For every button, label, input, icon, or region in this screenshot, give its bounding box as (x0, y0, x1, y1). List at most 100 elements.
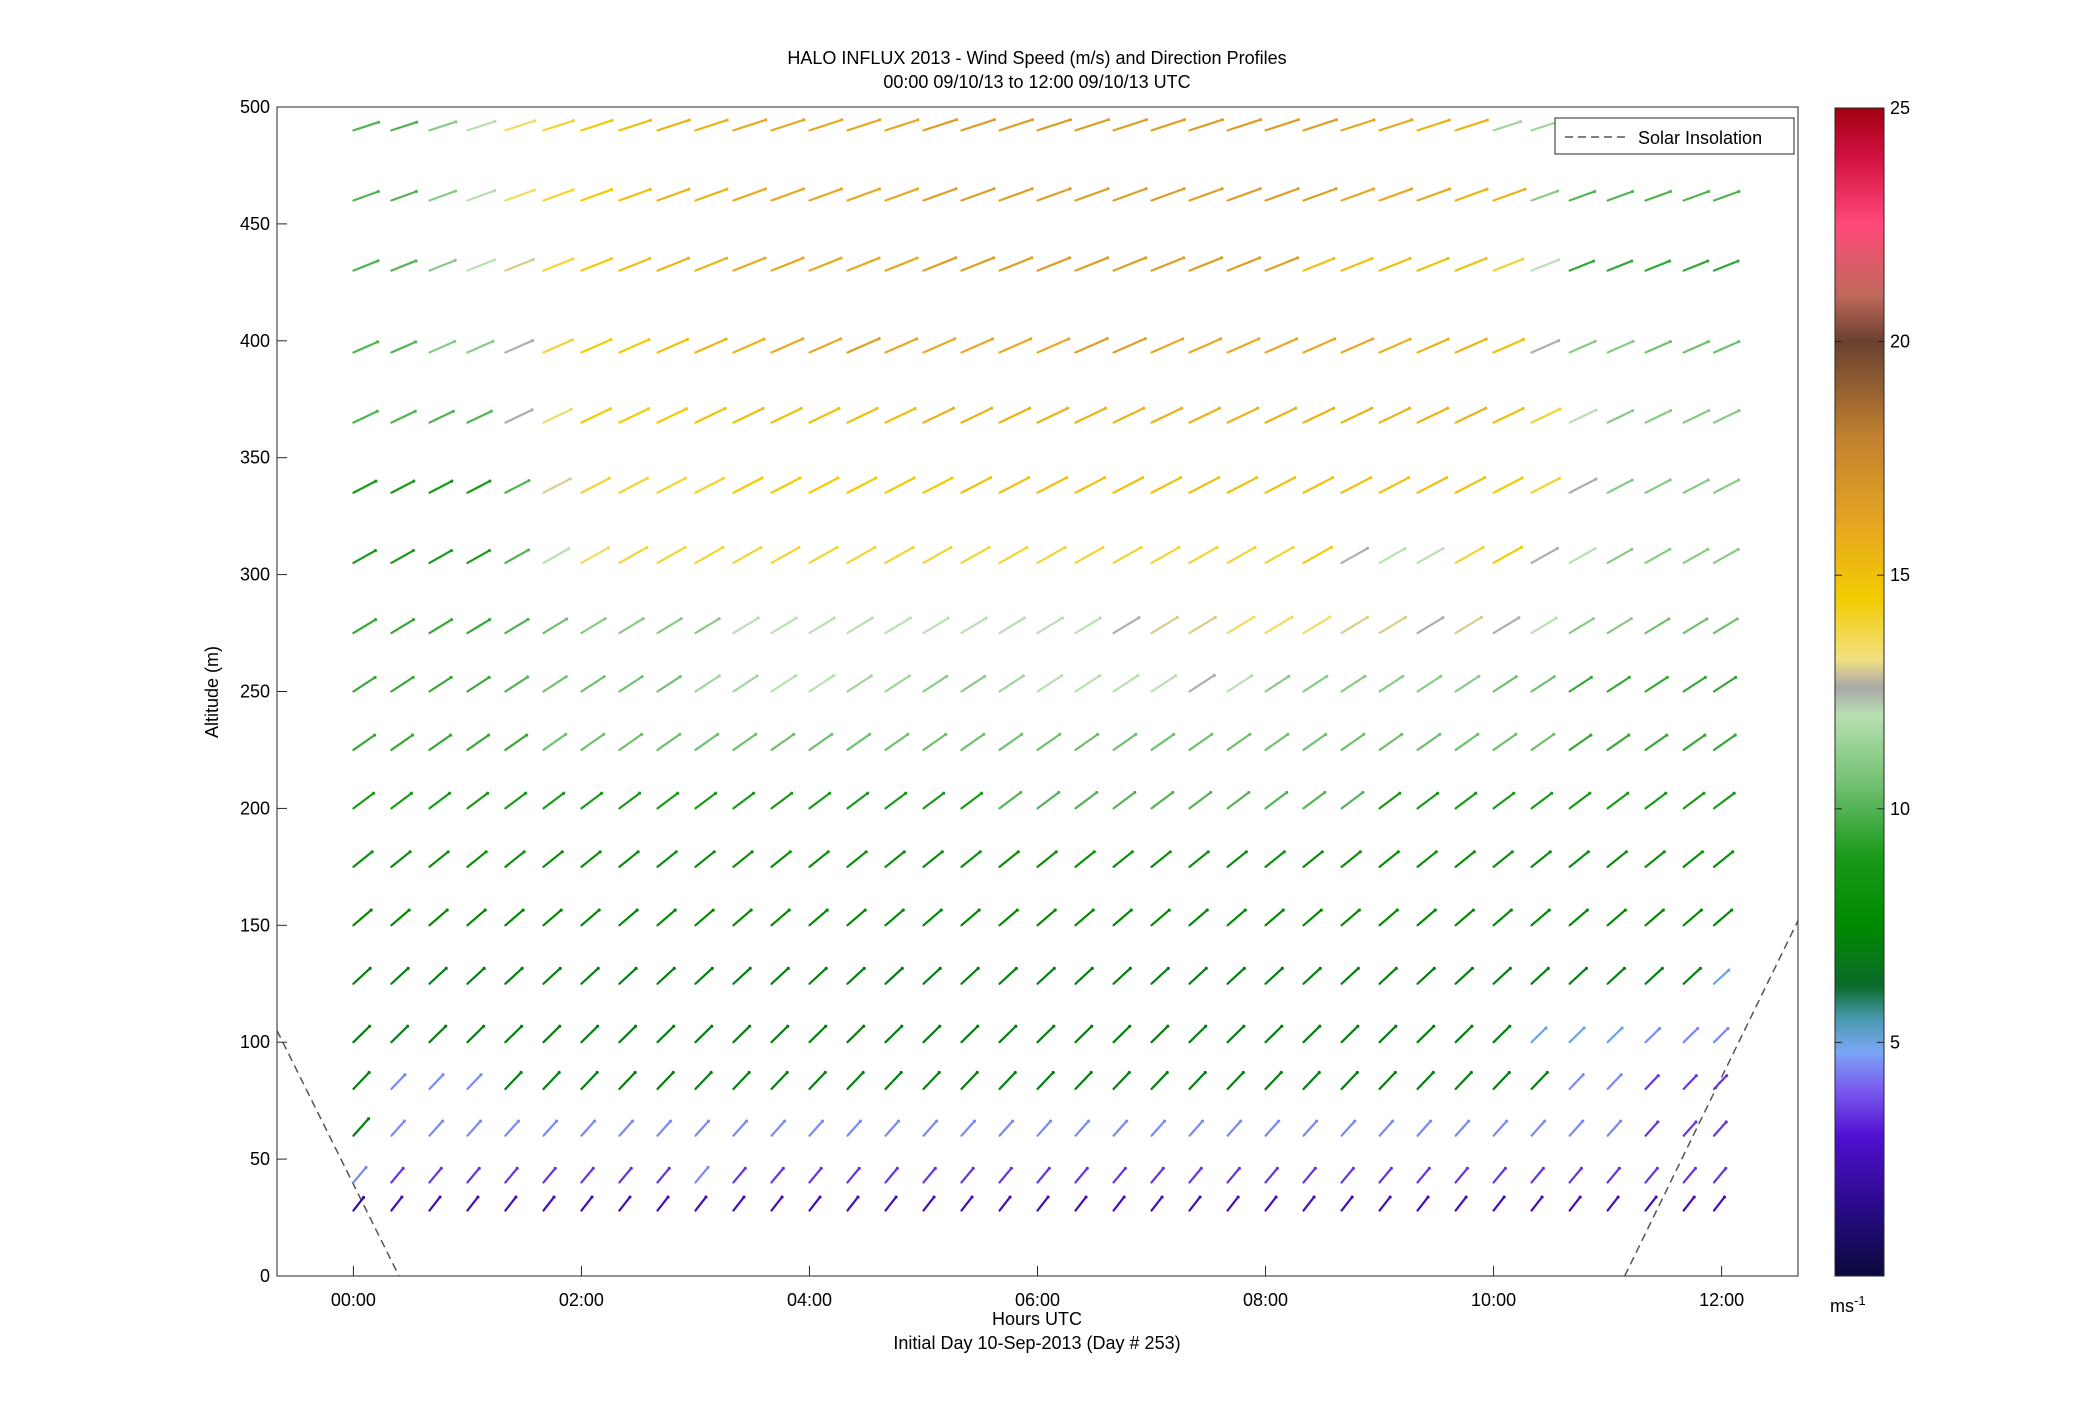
wind-vector-head (1357, 908, 1361, 912)
wind-vector (656, 407, 688, 424)
wind-vector-head (1700, 850, 1704, 854)
wind-vector (1302, 1025, 1321, 1044)
wind-vector-head (1182, 256, 1186, 260)
wind-vector (542, 850, 564, 868)
wind-vector-head (562, 791, 566, 795)
wind-vector (1074, 187, 1110, 202)
wind-vector (846, 967, 866, 985)
wind-vector (504, 258, 535, 272)
wind-vector-head (944, 732, 948, 736)
wind-vector-head (1220, 118, 1225, 122)
wind-vector-head (1046, 1195, 1050, 1199)
wind-vector (1492, 546, 1523, 565)
wind-vector (1712, 478, 1740, 494)
wind-vector-head (526, 617, 530, 621)
wind-vector (1074, 118, 1110, 132)
wind-vector (390, 190, 418, 202)
wind-vector (1150, 791, 1174, 810)
wind-vector (1188, 850, 1210, 868)
wind-vector (1378, 1071, 1397, 1091)
wind-vector-head (1578, 1195, 1582, 1199)
wind-vector (390, 618, 415, 635)
wind-vector (580, 675, 606, 693)
wind-vector-head (1447, 187, 1452, 191)
wind-vector-head (1220, 187, 1224, 191)
wind-vector-head (1545, 1070, 1549, 1075)
wind-vector-head (1063, 545, 1067, 550)
wind-vector-head (596, 966, 600, 970)
wind-vector (694, 850, 716, 868)
wind-vector (1302, 546, 1333, 565)
wind-vector (1340, 1167, 1355, 1184)
wind-vector (808, 546, 839, 565)
wind-vector (1454, 616, 1483, 635)
wind-vector (1644, 617, 1670, 635)
wind-vector-head (786, 1024, 790, 1028)
wind-vector-head (683, 545, 687, 550)
wind-vector (922, 118, 958, 132)
wind-vector-head (1737, 409, 1741, 413)
wind-vector-head (839, 256, 843, 260)
wind-vector (1340, 791, 1364, 810)
wind-vector-head (988, 476, 993, 480)
wind-vector (1416, 792, 1439, 810)
wind-vector (1712, 259, 1740, 272)
wind-vector-head (595, 1070, 599, 1075)
wind-vector (352, 734, 376, 752)
wind-vector (580, 850, 602, 868)
wind-vector-head (1630, 259, 1634, 263)
wind-vector-head (1518, 120, 1523, 124)
wind-vector (428, 850, 450, 868)
wind-vector-head (1330, 476, 1335, 480)
wind-vector (1454, 675, 1480, 693)
wind-vector-head (1014, 966, 1018, 970)
wind-vector (466, 618, 491, 635)
wind-vector (618, 188, 652, 202)
wind-vector-head (1441, 616, 1445, 620)
wind-vector (1264, 791, 1288, 810)
wind-vector-head (1200, 1119, 1205, 1123)
wind-vector-head (1030, 187, 1034, 191)
wind-vector (1226, 256, 1261, 272)
wind-vector (352, 259, 380, 272)
wind-vector (694, 477, 725, 494)
wind-vector-head (1011, 1119, 1015, 1123)
wind-vector (542, 1025, 561, 1044)
wind-vector (694, 118, 729, 132)
wind-vector (1112, 337, 1147, 354)
wind-vector (1264, 967, 1284, 985)
wind-vector (1530, 1119, 1546, 1137)
wind-vector (732, 908, 753, 927)
wind-vector (1378, 967, 1398, 985)
wind-vector (1074, 908, 1095, 927)
wind-vector (1454, 1195, 1468, 1212)
wind-vector (1712, 617, 1739, 635)
wind-vector (1416, 1071, 1435, 1091)
wind-vector-head (940, 850, 944, 854)
wind-vector-head (373, 548, 378, 553)
wind-vector (1150, 337, 1184, 354)
wind-vector-head (364, 1165, 368, 1170)
wind-vector-head (1736, 259, 1740, 263)
wind-vector (1074, 850, 1096, 868)
wind-vector (504, 850, 526, 868)
wind-vector-head (716, 732, 720, 736)
wind-vector (960, 187, 996, 202)
wind-vector-head (1275, 1166, 1279, 1170)
wind-vector-head (706, 1119, 711, 1123)
wind-vector (656, 1119, 672, 1137)
wind-vector (1150, 256, 1185, 272)
wind-vector (1378, 908, 1399, 927)
wind-vector (1644, 1074, 1660, 1091)
wind-vector (770, 118, 805, 132)
wind-vector-head (1009, 1166, 1013, 1170)
wind-vector (1112, 733, 1137, 752)
wind-vector-head (1389, 1166, 1393, 1170)
wind-vector-head (1160, 1195, 1164, 1199)
wind-vector (1644, 259, 1671, 272)
wind-vector-head (1178, 476, 1183, 480)
wind-vector-head (984, 616, 988, 620)
wind-vector-head (1206, 850, 1210, 854)
wind-vector (618, 967, 638, 985)
wind-vector-head (1314, 1119, 1319, 1123)
